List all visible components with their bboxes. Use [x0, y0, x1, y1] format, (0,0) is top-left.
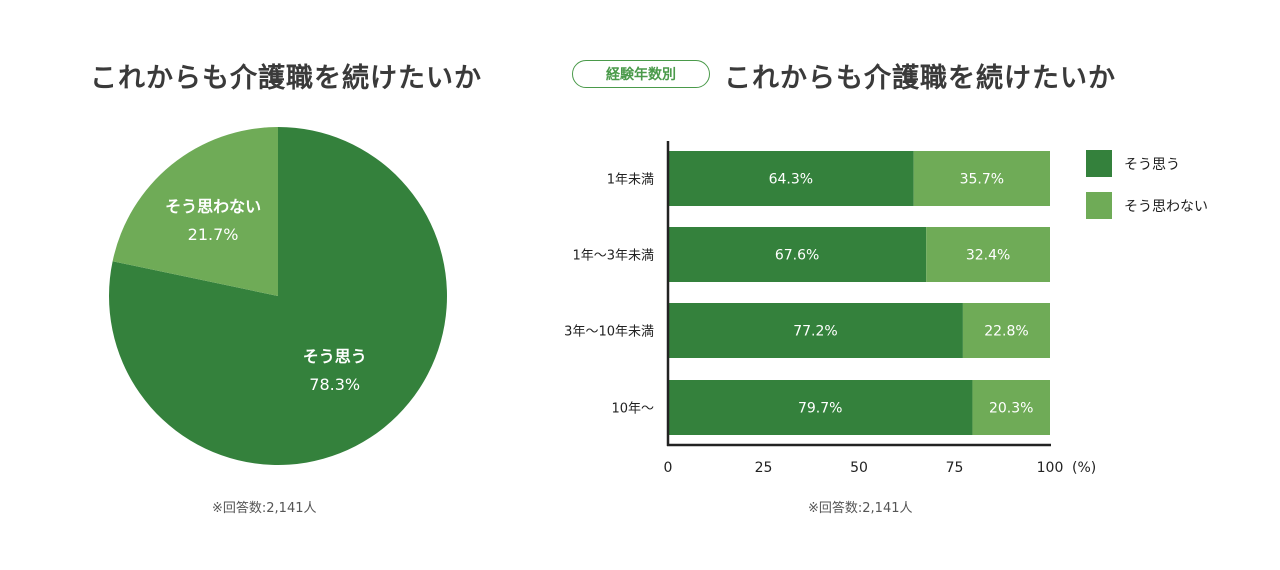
- pie-slice-2: [112, 127, 278, 296]
- bar-data-label: 64.3%: [769, 172, 813, 188]
- legend-swatch: [1086, 150, 1112, 177]
- bar-segment: [668, 380, 973, 435]
- x-tick-label: 100: [1037, 460, 1064, 476]
- x-tick-label: 50: [850, 460, 868, 476]
- bar-segment: [668, 227, 927, 282]
- legend-swatch: [1086, 192, 1112, 219]
- pie-chart-title: これからも介護職を続けたいか: [90, 63, 482, 94]
- pie-slice-label: そう思わない: [165, 197, 261, 216]
- pie-slice-label: そう思う: [303, 347, 367, 366]
- x-tick-label: 0: [664, 460, 673, 476]
- bar-segment: [913, 151, 1050, 206]
- bar-segment: [962, 303, 1050, 358]
- pie-response-count-note: ※回答数:2,141人: [212, 501, 317, 516]
- bar-category-label: 1年未満: [607, 173, 654, 188]
- bar-chart-title: これからも介護職を続けたいか: [724, 63, 1116, 94]
- x-tick-label: 75: [946, 460, 964, 476]
- bar-segment: [668, 303, 963, 358]
- bar-category-label: 1年～3年未満: [572, 249, 654, 264]
- bar-segment: [668, 151, 914, 206]
- experience-years-badge: 経験年数別: [572, 60, 710, 88]
- legend-label: そう思う: [1124, 157, 1180, 173]
- bar-data-label: 79.7%: [798, 401, 842, 417]
- bar-response-count-note: ※回答数:2,141人: [808, 501, 913, 516]
- bar-category-label: 3年～10年未満: [564, 325, 654, 340]
- bar-data-label: 20.3%: [989, 401, 1033, 417]
- pie-slice-value-label: 78.3%: [309, 375, 360, 394]
- bar-data-label: 22.8%: [984, 324, 1028, 340]
- bar-data-label: 32.4%: [966, 248, 1010, 264]
- bar-category-label: 10年～: [611, 402, 654, 417]
- x-tick-label: 25: [755, 460, 773, 476]
- bar-data-label: 67.6%: [775, 248, 819, 264]
- pie-slice-value-label: 21.7%: [188, 225, 239, 244]
- bar-data-label: 35.7%: [960, 172, 1004, 188]
- legend-label: そう思わない: [1124, 199, 1208, 215]
- bar-segment: [926, 227, 1050, 282]
- bar-segment: [972, 380, 1050, 435]
- bar-data-label: 77.2%: [793, 324, 837, 340]
- x-axis-unit-label: (%): [1072, 460, 1096, 476]
